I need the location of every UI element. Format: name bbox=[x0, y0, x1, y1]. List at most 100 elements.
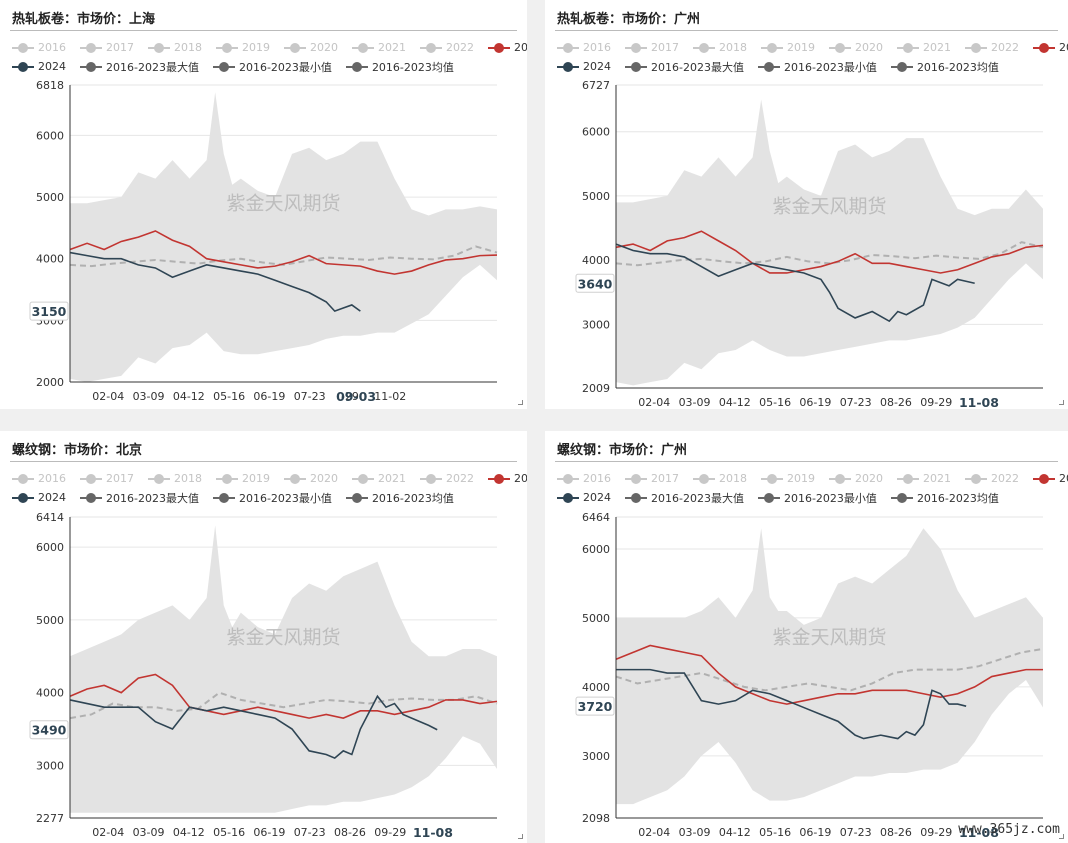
legend-item[interactable]: 2016-2023均值 bbox=[345, 490, 454, 506]
legend-label: 2020 bbox=[310, 41, 338, 54]
chart-plot: 2098 3000 4000 5000 6000 6464 紫金天风期货 02-04 03-09… bbox=[575, 511, 1044, 840]
resize-handle-icon[interactable] bbox=[518, 834, 523, 839]
resize-handle-icon[interactable] bbox=[1059, 400, 1064, 405]
legend-item[interactable]: 2024 bbox=[12, 491, 66, 504]
legend-item[interactable]: 2022 bbox=[965, 41, 1019, 54]
y-tick-label: 3000 bbox=[582, 750, 610, 763]
legend-marker-icon bbox=[420, 42, 442, 53]
series-2024-line bbox=[69, 251, 361, 313]
x-highlight-label: 11-08 bbox=[959, 395, 999, 409]
legend-item[interactable]: 2016-2023均值 bbox=[890, 490, 999, 506]
chart-plot: 2009 3000 4000 5000 6000 6727 紫金天风期货 02-04 03-09… bbox=[575, 79, 1044, 409]
legend-label: 2022 bbox=[991, 472, 1019, 485]
resize-handle-icon[interactable] bbox=[1059, 834, 1064, 839]
legend-item[interactable]: 2018 bbox=[148, 41, 202, 54]
legend-item[interactable]: 2022 bbox=[420, 472, 474, 485]
legend-label: 2020 bbox=[310, 472, 338, 485]
y-tick-label: 2000 bbox=[36, 376, 64, 389]
legend-item[interactable]: 2020 bbox=[829, 472, 883, 485]
legend-marker-icon bbox=[352, 473, 374, 484]
y-tick-label: 2009 bbox=[582, 382, 610, 395]
legend-label: 2016-2023最大值 bbox=[106, 491, 199, 505]
legend-item[interactable]: 2018 bbox=[693, 472, 747, 485]
average-line bbox=[615, 647, 1044, 692]
current-value-label: 3490 bbox=[32, 723, 67, 738]
legend-marker-icon bbox=[890, 492, 913, 503]
legend-marker-icon bbox=[625, 42, 647, 53]
chart-plot: 2277 3000 4000 5000 6000 6414 紫金天风期货 02-04 03-09… bbox=[29, 511, 498, 840]
legend-item[interactable]: 2018 bbox=[148, 472, 202, 485]
legend-item[interactable]: 2021 bbox=[352, 472, 406, 485]
legend-item[interactable]: 2016-2023最大值 bbox=[80, 490, 199, 506]
legend-item[interactable]: 2019 bbox=[216, 41, 270, 54]
y-tick-label: 4000 bbox=[36, 687, 64, 700]
legend-item[interactable]: 2024 bbox=[557, 491, 611, 504]
legend-marker-icon bbox=[557, 61, 579, 72]
legend-item[interactable]: 2016 bbox=[557, 41, 611, 54]
y-tick-label: 6000 bbox=[582, 543, 610, 556]
legend-item[interactable]: 2020 bbox=[284, 472, 338, 485]
legend-marker-icon bbox=[557, 492, 579, 503]
legend-item[interactable]: 2021 bbox=[897, 41, 951, 54]
legend-item[interactable]: 2017 bbox=[625, 41, 679, 54]
legend-item[interactable]: 2016 bbox=[12, 41, 66, 54]
legend-item[interactable]: 2017 bbox=[625, 472, 679, 485]
legend-item[interactable]: 2021 bbox=[352, 41, 406, 54]
legend-marker-icon bbox=[897, 42, 919, 53]
legend-item[interactable]: 2017 bbox=[80, 472, 134, 485]
legend-marker-icon bbox=[693, 42, 715, 53]
x-tick-label: 09-29 bbox=[920, 826, 952, 839]
legend-item[interactable]: 2016-2023最小值 bbox=[757, 59, 877, 75]
legend-item[interactable]: 2016-2023最小值 bbox=[212, 59, 332, 75]
x-tick-label: 05-16 bbox=[759, 826, 791, 839]
resize-handle-icon[interactable] bbox=[518, 400, 523, 405]
legend-item[interactable]: 2016 bbox=[557, 472, 611, 485]
legend-item[interactable]: 2024 bbox=[12, 60, 66, 73]
legend-item[interactable]: 2020 bbox=[284, 41, 338, 54]
chart-legend: 2016 2017 2018 2019 2020 2021 2022 2023 2024 2016… bbox=[12, 38, 527, 76]
legend-item[interactable]: 2016-2023最大值 bbox=[625, 59, 744, 75]
legend-marker-icon bbox=[829, 473, 851, 484]
legend-marker-icon bbox=[80, 473, 102, 484]
legend-label: 2016-2023最小值 bbox=[238, 491, 332, 505]
legend-label: 2017 bbox=[651, 472, 679, 485]
legend-label: 2022 bbox=[446, 472, 474, 485]
legend-item[interactable]: 2023 bbox=[1033, 41, 1068, 54]
legend-item[interactable]: 2023 bbox=[488, 41, 527, 54]
legend-item[interactable]: 2016-2023最大值 bbox=[80, 59, 199, 75]
legend-item[interactable]: 2016 bbox=[12, 472, 66, 485]
legend-item[interactable]: 2019 bbox=[761, 41, 815, 54]
legend-label: 2016-2023最大值 bbox=[651, 60, 744, 74]
y-tick-label: 6464 bbox=[582, 511, 610, 524]
y-tick-label: 5000 bbox=[36, 614, 64, 627]
legend-marker-icon bbox=[757, 61, 780, 72]
legend-item[interactable]: 2016-2023最小值 bbox=[212, 490, 332, 506]
legend-label: 2016-2023均值 bbox=[371, 60, 454, 74]
legend-item[interactable]: 2016-2023最小值 bbox=[757, 490, 877, 506]
legend-item[interactable]: 2021 bbox=[897, 472, 951, 485]
legend-item[interactable]: 2020 bbox=[829, 41, 883, 54]
legend-item[interactable]: 2018 bbox=[693, 41, 747, 54]
legend-item[interactable]: 2023 bbox=[1033, 472, 1068, 485]
legend-label: 2024 bbox=[583, 491, 611, 504]
x-tick-label: 06-19 bbox=[253, 390, 285, 403]
legend-item[interactable]: 2016-2023最大值 bbox=[625, 490, 744, 506]
legend-item[interactable]: 2017 bbox=[80, 41, 134, 54]
x-tick-label: 05-16 bbox=[213, 390, 245, 403]
x-tick-label: 07-23 bbox=[294, 390, 326, 403]
legend-item[interactable]: 2022 bbox=[420, 41, 474, 54]
legend-item[interactable]: 2024 bbox=[557, 60, 611, 73]
x-tick-label: 08-26 bbox=[880, 826, 912, 839]
legend-label: 2018 bbox=[174, 41, 202, 54]
legend-item[interactable]: 2019 bbox=[761, 472, 815, 485]
title-divider bbox=[10, 461, 517, 462]
legend-item[interactable]: 2023 bbox=[488, 472, 527, 485]
legend-label: 2017 bbox=[106, 472, 134, 485]
legend-item[interactable]: 2022 bbox=[965, 472, 1019, 485]
legend-marker-icon bbox=[12, 61, 34, 72]
legend-item[interactable]: 2016-2023均值 bbox=[345, 59, 454, 75]
series-2023-line bbox=[615, 230, 1044, 274]
legend-item[interactable]: 2019 bbox=[216, 472, 270, 485]
legend-item[interactable]: 2016-2023均值 bbox=[890, 59, 999, 75]
chart-title: 螺纹钢：市场价：北京 bbox=[12, 443, 143, 458]
